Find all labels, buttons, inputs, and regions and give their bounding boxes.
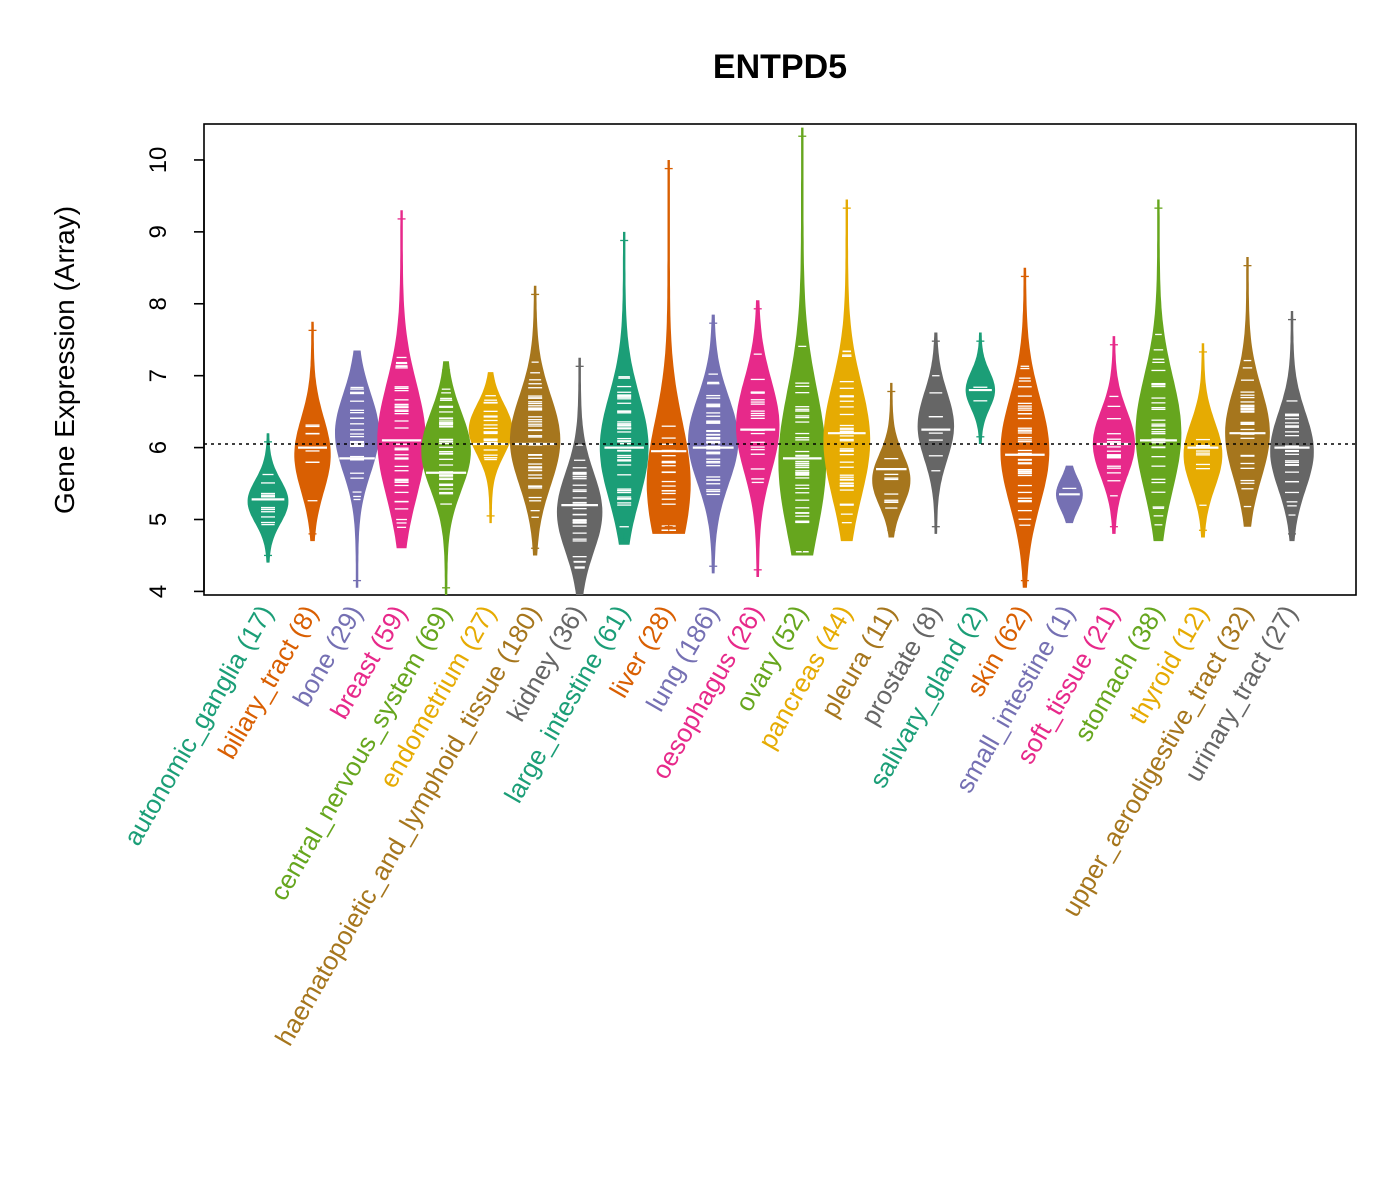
bean-pancreas [823, 199, 871, 542]
bean-pleura [872, 382, 911, 538]
bean-bone [335, 350, 380, 588]
bean-density [599, 231, 649, 545]
bean-large_intestine [599, 231, 649, 545]
y-tick-label: 7 [145, 369, 172, 382]
bean-lung [688, 314, 739, 574]
bean-oesophagus [736, 300, 780, 577]
bean-density [1183, 343, 1223, 538]
bean-density [646, 160, 691, 534]
bean-central_nervous_system [421, 361, 471, 595]
bean-density [1092, 336, 1135, 534]
bean-density [247, 433, 289, 563]
bean-density [688, 314, 739, 574]
bean-density [377, 210, 426, 549]
y-tick-label: 8 [145, 297, 172, 310]
bean-ovary [778, 127, 827, 556]
bean-density [468, 372, 513, 524]
bean-density [823, 199, 871, 542]
bean-prostate [917, 332, 955, 534]
bean-density [294, 321, 331, 542]
bean-density [778, 127, 827, 556]
bean-density [335, 350, 380, 588]
bean-upper_aerodigestive_tract [1225, 257, 1270, 527]
y-tick-label: 6 [145, 441, 172, 454]
y-tick-label: 4 [145, 585, 172, 598]
bean-soft_tissue [1092, 336, 1135, 534]
bean-stomach [1135, 199, 1182, 542]
bean-density [509, 285, 561, 556]
y-tick-label: 10 [145, 147, 172, 174]
bean-liver [646, 160, 691, 534]
bean-biliary_tract [294, 321, 331, 542]
bean-small_intestine [1056, 465, 1083, 524]
bean-salivary_gland [965, 332, 996, 444]
plot-area-frame [203, 123, 1357, 596]
y-axis-label: Gene Expression (Array) [49, 206, 80, 514]
bean-urinary_tract [1270, 311, 1314, 542]
chart-title: ENTPD5 [713, 48, 847, 86]
bean-group [247, 127, 1314, 595]
bean-density [965, 332, 996, 444]
bean-density [872, 382, 911, 538]
bean-skin [1000, 267, 1050, 588]
bean-thyroid [1183, 343, 1223, 538]
bean-autonomic_ganglia [247, 433, 289, 563]
bean-density [736, 300, 780, 577]
y-axis: 4 5 6 7 8 9 10 [145, 147, 205, 598]
bean-breast [377, 210, 426, 549]
bean-kidney [556, 357, 603, 595]
y-tick-label: 9 [145, 225, 172, 238]
bean-haematopoietic_and_lymphoid_tissue [509, 285, 561, 556]
category-labels: autonomic_ganglia (17)biliary_tract (8)b… [117, 600, 1303, 1051]
bean-endometrium [468, 372, 513, 524]
y-tick-label: 5 [145, 513, 172, 526]
